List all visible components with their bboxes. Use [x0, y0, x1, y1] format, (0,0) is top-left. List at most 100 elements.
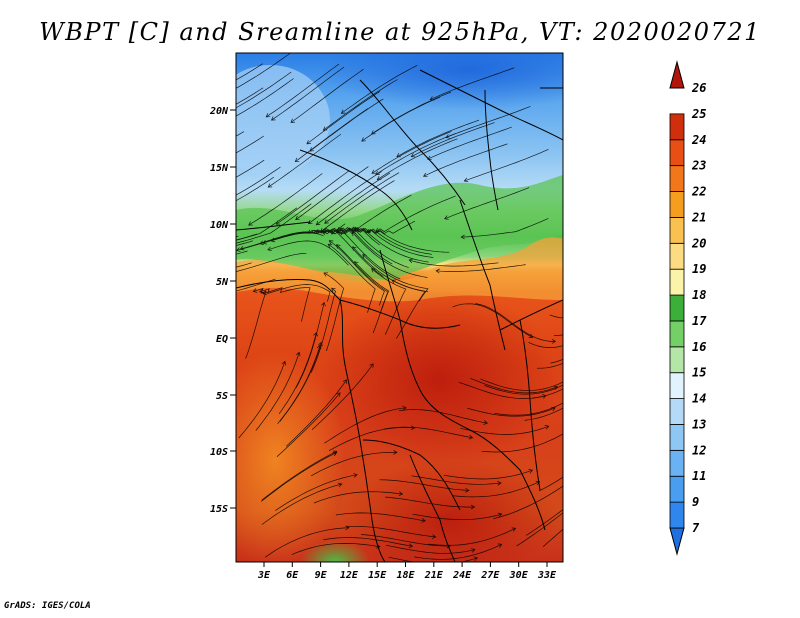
streamline-arrow	[239, 245, 245, 251]
streamline	[236, 53, 291, 89]
streamline	[484, 384, 563, 395]
streamline-arrow	[445, 134, 450, 139]
colorbar-swatch	[669, 346, 685, 374]
streamline-arrow	[163, 275, 167, 279]
streamline	[236, 250, 248, 255]
streamline-arrow	[216, 242, 220, 246]
colorbar-label: 17	[692, 314, 707, 328]
map-panel	[159, 53, 608, 562]
streamline	[327, 243, 376, 313]
streamline-arrow	[203, 209, 207, 213]
streamline-arrow	[600, 349, 604, 353]
streamline	[335, 512, 426, 522]
streamline-arrow	[203, 288, 207, 292]
colorbar-label: 11	[692, 469, 706, 483]
streamline	[494, 402, 563, 416]
streamline-arrow	[410, 153, 416, 158]
streamline	[276, 392, 341, 457]
streamline	[331, 227, 401, 280]
streamline	[352, 246, 429, 293]
streamline	[428, 527, 516, 546]
streamline-arrow	[159, 262, 162, 266]
streamline	[329, 240, 385, 306]
streamline	[320, 180, 395, 233]
streamline-arrow	[429, 96, 435, 101]
coastline	[236, 279, 386, 562]
streamline	[236, 262, 252, 268]
streamline-arrow	[342, 379, 347, 384]
streamline	[255, 352, 300, 431]
streamline	[276, 170, 350, 225]
streamline	[236, 135, 264, 154]
streamline	[236, 203, 312, 244]
streamline	[236, 166, 281, 196]
streamline-arrow	[164, 253, 168, 257]
colorbar-swatch	[669, 475, 685, 503]
streamline	[375, 195, 456, 233]
streamline-arrow	[551, 339, 557, 344]
streamline	[278, 332, 317, 415]
streamline	[354, 227, 434, 258]
streamline	[261, 450, 338, 501]
streamline-arrow	[331, 287, 336, 293]
streamline	[467, 407, 556, 417]
colorbar-swatch	[669, 139, 685, 167]
streamline-arrow	[267, 246, 272, 252]
streamline	[353, 227, 432, 255]
streamline	[377, 138, 458, 180]
lat-label: EQ	[216, 334, 228, 345]
streamline-arrow	[265, 113, 271, 118]
streamline	[409, 259, 499, 267]
streamline-arrow	[604, 319, 608, 323]
streamlines	[159, 53, 608, 562]
streamline	[311, 451, 397, 477]
streamline-arrow	[396, 153, 401, 158]
border-line	[469, 429, 546, 531]
lon-label: 15E	[368, 570, 387, 581]
streamline-arrow	[183, 126, 187, 130]
border-line	[362, 439, 461, 511]
colorbar-label: 7	[692, 521, 700, 535]
colorbar-label: 21	[691, 210, 706, 224]
streamline	[267, 240, 349, 266]
streamline	[271, 66, 345, 121]
streamline	[324, 407, 407, 444]
streamline-arrow	[295, 215, 300, 221]
streamline-arrow	[262, 239, 267, 245]
streamline-arrow	[217, 123, 221, 127]
streamline-arrow	[321, 301, 326, 307]
lon-label: 24E	[452, 570, 472, 581]
streamline	[324, 172, 400, 224]
streamline-arrow	[248, 221, 253, 226]
streamline-arrow	[371, 169, 377, 174]
streamline	[351, 231, 428, 278]
streamline	[236, 131, 245, 137]
wbpt-warm-atlantic	[236, 350, 345, 562]
streamline	[362, 254, 429, 302]
streamline	[480, 378, 563, 391]
colorbar-swatch	[669, 242, 685, 270]
streamline	[337, 194, 412, 233]
streamline-arrow	[294, 157, 300, 162]
colorbar-swatch	[669, 424, 685, 451]
colorbar-label: 9	[692, 495, 699, 509]
streamline	[445, 106, 531, 138]
streamline-arrow	[463, 177, 469, 183]
streamline	[528, 341, 563, 348]
streamline-arrow	[431, 534, 437, 539]
lat-label: 20N	[209, 106, 229, 117]
streamline	[236, 159, 265, 178]
streamline	[436, 264, 526, 272]
streamline	[336, 244, 389, 311]
streamline-arrow	[376, 175, 382, 180]
streamline	[532, 388, 563, 399]
streamline	[238, 361, 286, 439]
streamline	[279, 342, 322, 422]
streamline	[371, 268, 407, 335]
colorbar-swatch	[669, 449, 685, 477]
streamline-arrow	[393, 450, 398, 455]
streamline	[524, 407, 563, 421]
streamline	[452, 303, 533, 338]
lat-label: 10S	[210, 447, 228, 458]
streamline-arrow	[444, 215, 449, 220]
